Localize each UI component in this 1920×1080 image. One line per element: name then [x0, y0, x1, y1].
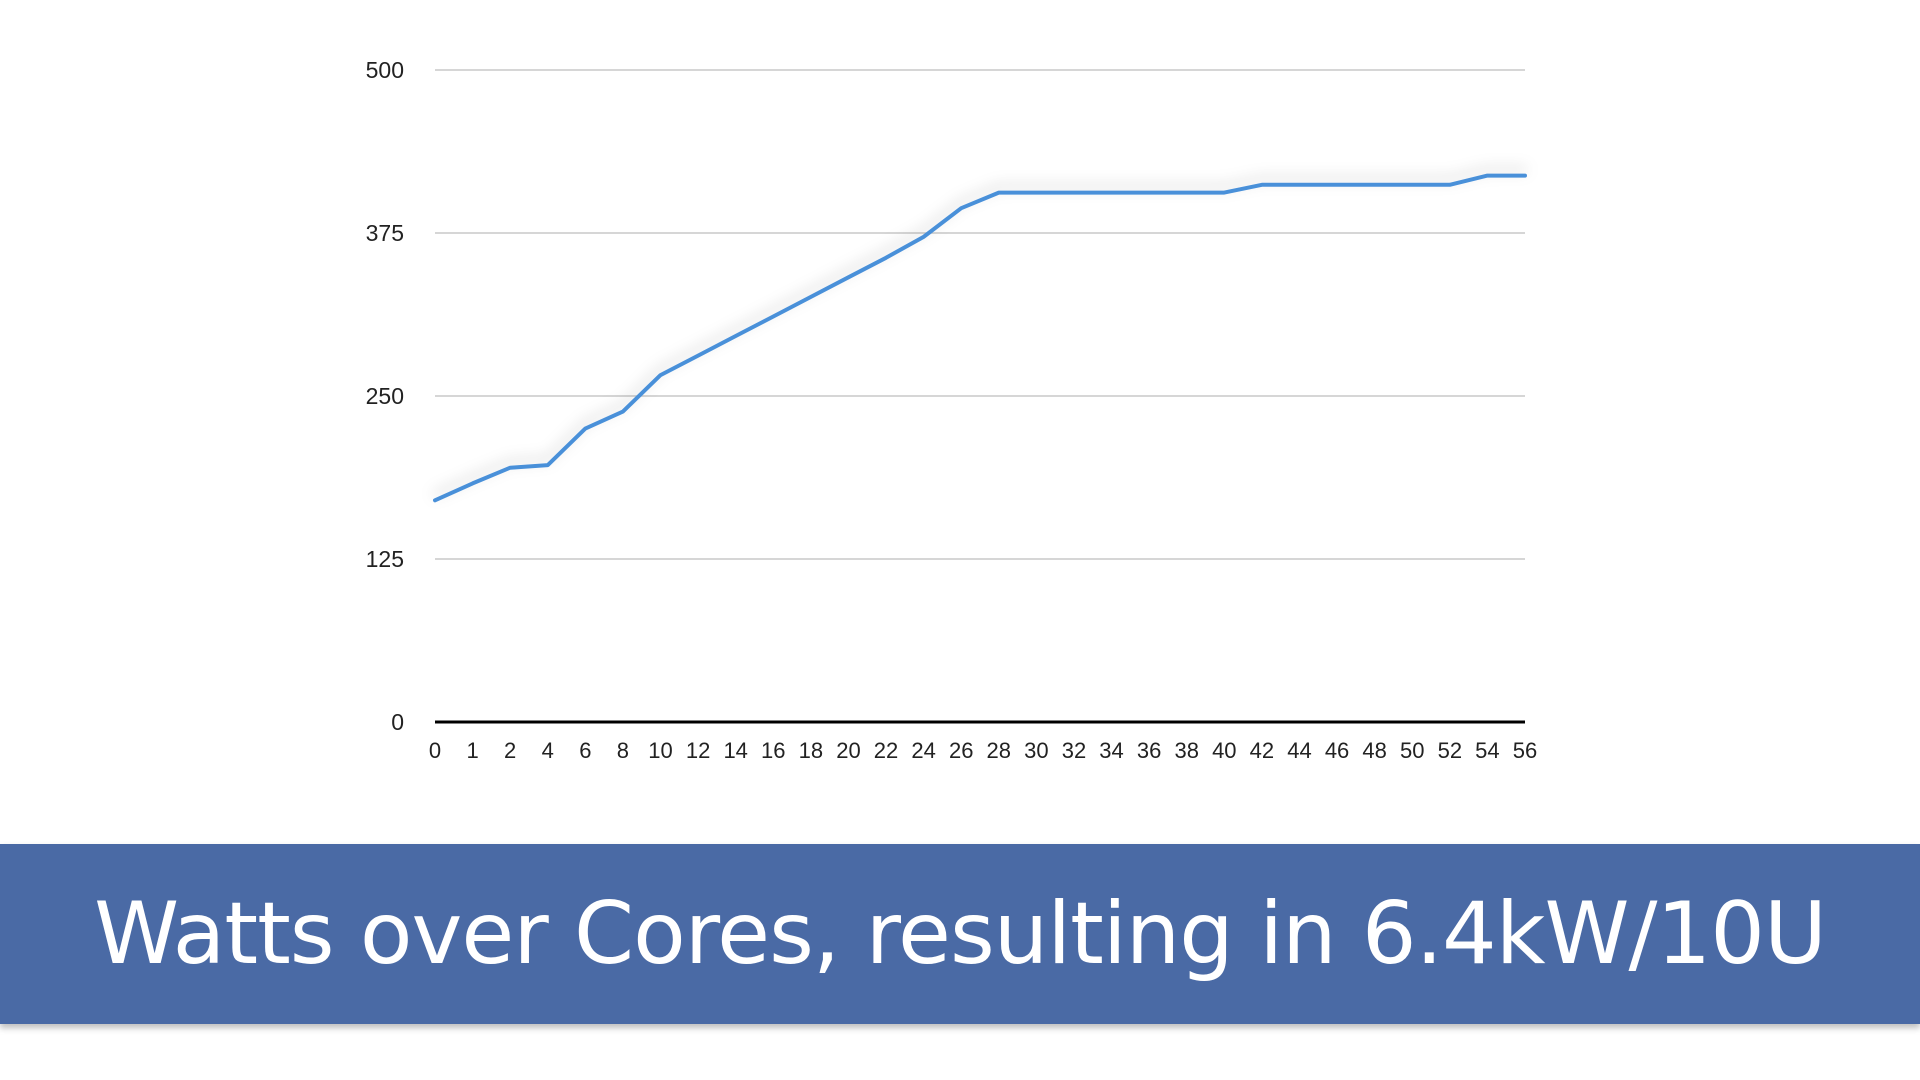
grid-lines [435, 69, 1525, 560]
y-tick-label: 125 [366, 546, 404, 572]
x-axis-ticks: 0 1 2 4 6 8 10 12 14 16 18 20 22 24 26 28 30 32 34 36 38 40 42… [429, 738, 1537, 763]
series-line-0 [433, 173, 1527, 503]
x-tick-label: 12 [686, 738, 710, 763]
x-tick-label: 56 [1513, 738, 1537, 763]
y-tick-label: 250 [366, 383, 404, 409]
x-tick-label: 36 [1137, 738, 1161, 763]
x-tick-label: 32 [1062, 738, 1086, 763]
caption-banner: Watts over Cores, resulting in 6.4kW/10U [0, 844, 1920, 1024]
x-tick-label: 40 [1212, 738, 1236, 763]
x-tick-label: 54 [1475, 738, 1499, 763]
x-tick-label: 34 [1099, 738, 1123, 763]
y-tick-label: 0 [391, 709, 404, 735]
x-tick-label: 6 [579, 738, 591, 763]
x-tick-label: 0 [429, 738, 441, 763]
x-tick-label: 14 [723, 738, 747, 763]
x-tick-label: 8 [617, 738, 629, 763]
x-tick-label: 1 [466, 738, 478, 763]
x-tick-label: 10 [648, 738, 672, 763]
x-tick-label: 48 [1362, 738, 1386, 763]
x-tick-label: 22 [874, 738, 898, 763]
x-tick-label: 20 [836, 738, 860, 763]
y-tick-label: 500 [366, 57, 404, 83]
x-tick-label: 46 [1325, 738, 1349, 763]
x-tick-label: 24 [911, 738, 935, 763]
series-layer [433, 173, 1527, 503]
x-tick-label: 42 [1250, 738, 1274, 763]
x-tick-label: 18 [799, 738, 823, 763]
x-tick-label: 50 [1400, 738, 1424, 763]
y-tick-label: 375 [366, 220, 404, 246]
x-tick-label: 26 [949, 738, 973, 763]
x-tick-label: 30 [1024, 738, 1048, 763]
x-tick-label: 52 [1438, 738, 1462, 763]
x-tick-label: 4 [542, 738, 554, 763]
y-axis-ticks: 0 125 250 375 500 [366, 57, 404, 735]
caption-title: Watts over Cores, resulting in 6.4kW/10U [94, 884, 1827, 984]
x-tick-label: 44 [1287, 738, 1311, 763]
x-tick-label: 2 [504, 738, 516, 763]
x-tick-label: 38 [1174, 738, 1198, 763]
x-tick-label: 28 [987, 738, 1011, 763]
x-tick-label: 16 [761, 738, 785, 763]
